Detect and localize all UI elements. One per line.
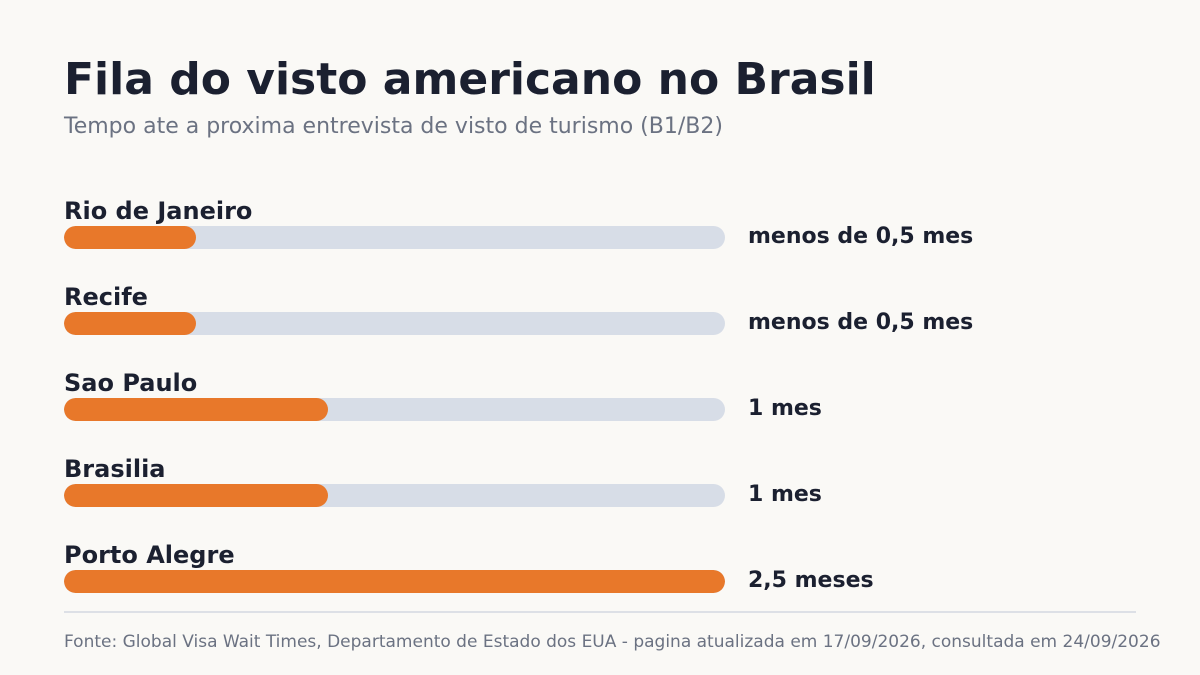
bar-row: Recife menos de 0,5 mes bbox=[64, 282, 1136, 352]
chart-subtitle: Tempo ate a proxima entrevista de visto … bbox=[64, 114, 723, 139]
value-label: 1 mes bbox=[748, 482, 822, 507]
bar bbox=[64, 484, 328, 507]
category-label: Recife bbox=[64, 283, 148, 311]
bar-track bbox=[64, 226, 725, 249]
bar-track bbox=[64, 484, 725, 507]
bar bbox=[64, 226, 196, 249]
source-note: Fonte: Global Visa Wait Times, Departame… bbox=[64, 632, 1161, 652]
bar bbox=[64, 312, 196, 335]
bar-track bbox=[64, 312, 725, 335]
value-label: 1 mes bbox=[748, 396, 822, 421]
value-label: 2,5 meses bbox=[748, 568, 874, 593]
category-label: Porto Alegre bbox=[64, 541, 235, 569]
chart-title: Fila do visto americano no Brasil bbox=[64, 54, 876, 105]
category-label: Brasilia bbox=[64, 455, 166, 483]
value-label: menos de 0,5 mes bbox=[748, 310, 974, 335]
category-label: Rio de Janeiro bbox=[64, 197, 253, 225]
value-label: menos de 0,5 mes bbox=[748, 224, 974, 249]
bar-row: Rio de Janeiro menos de 0,5 mes bbox=[64, 196, 1136, 266]
bar-track bbox=[64, 398, 725, 421]
footer-divider bbox=[64, 611, 1136, 613]
bar bbox=[64, 570, 725, 593]
bar-row: Porto Alegre 2,5 meses bbox=[64, 540, 1136, 610]
bar-row: Sao Paulo 1 mes bbox=[64, 368, 1136, 438]
bar bbox=[64, 398, 328, 421]
category-label: Sao Paulo bbox=[64, 369, 198, 397]
bar-row: Brasilia 1 mes bbox=[64, 454, 1136, 524]
bar-track bbox=[64, 570, 725, 593]
